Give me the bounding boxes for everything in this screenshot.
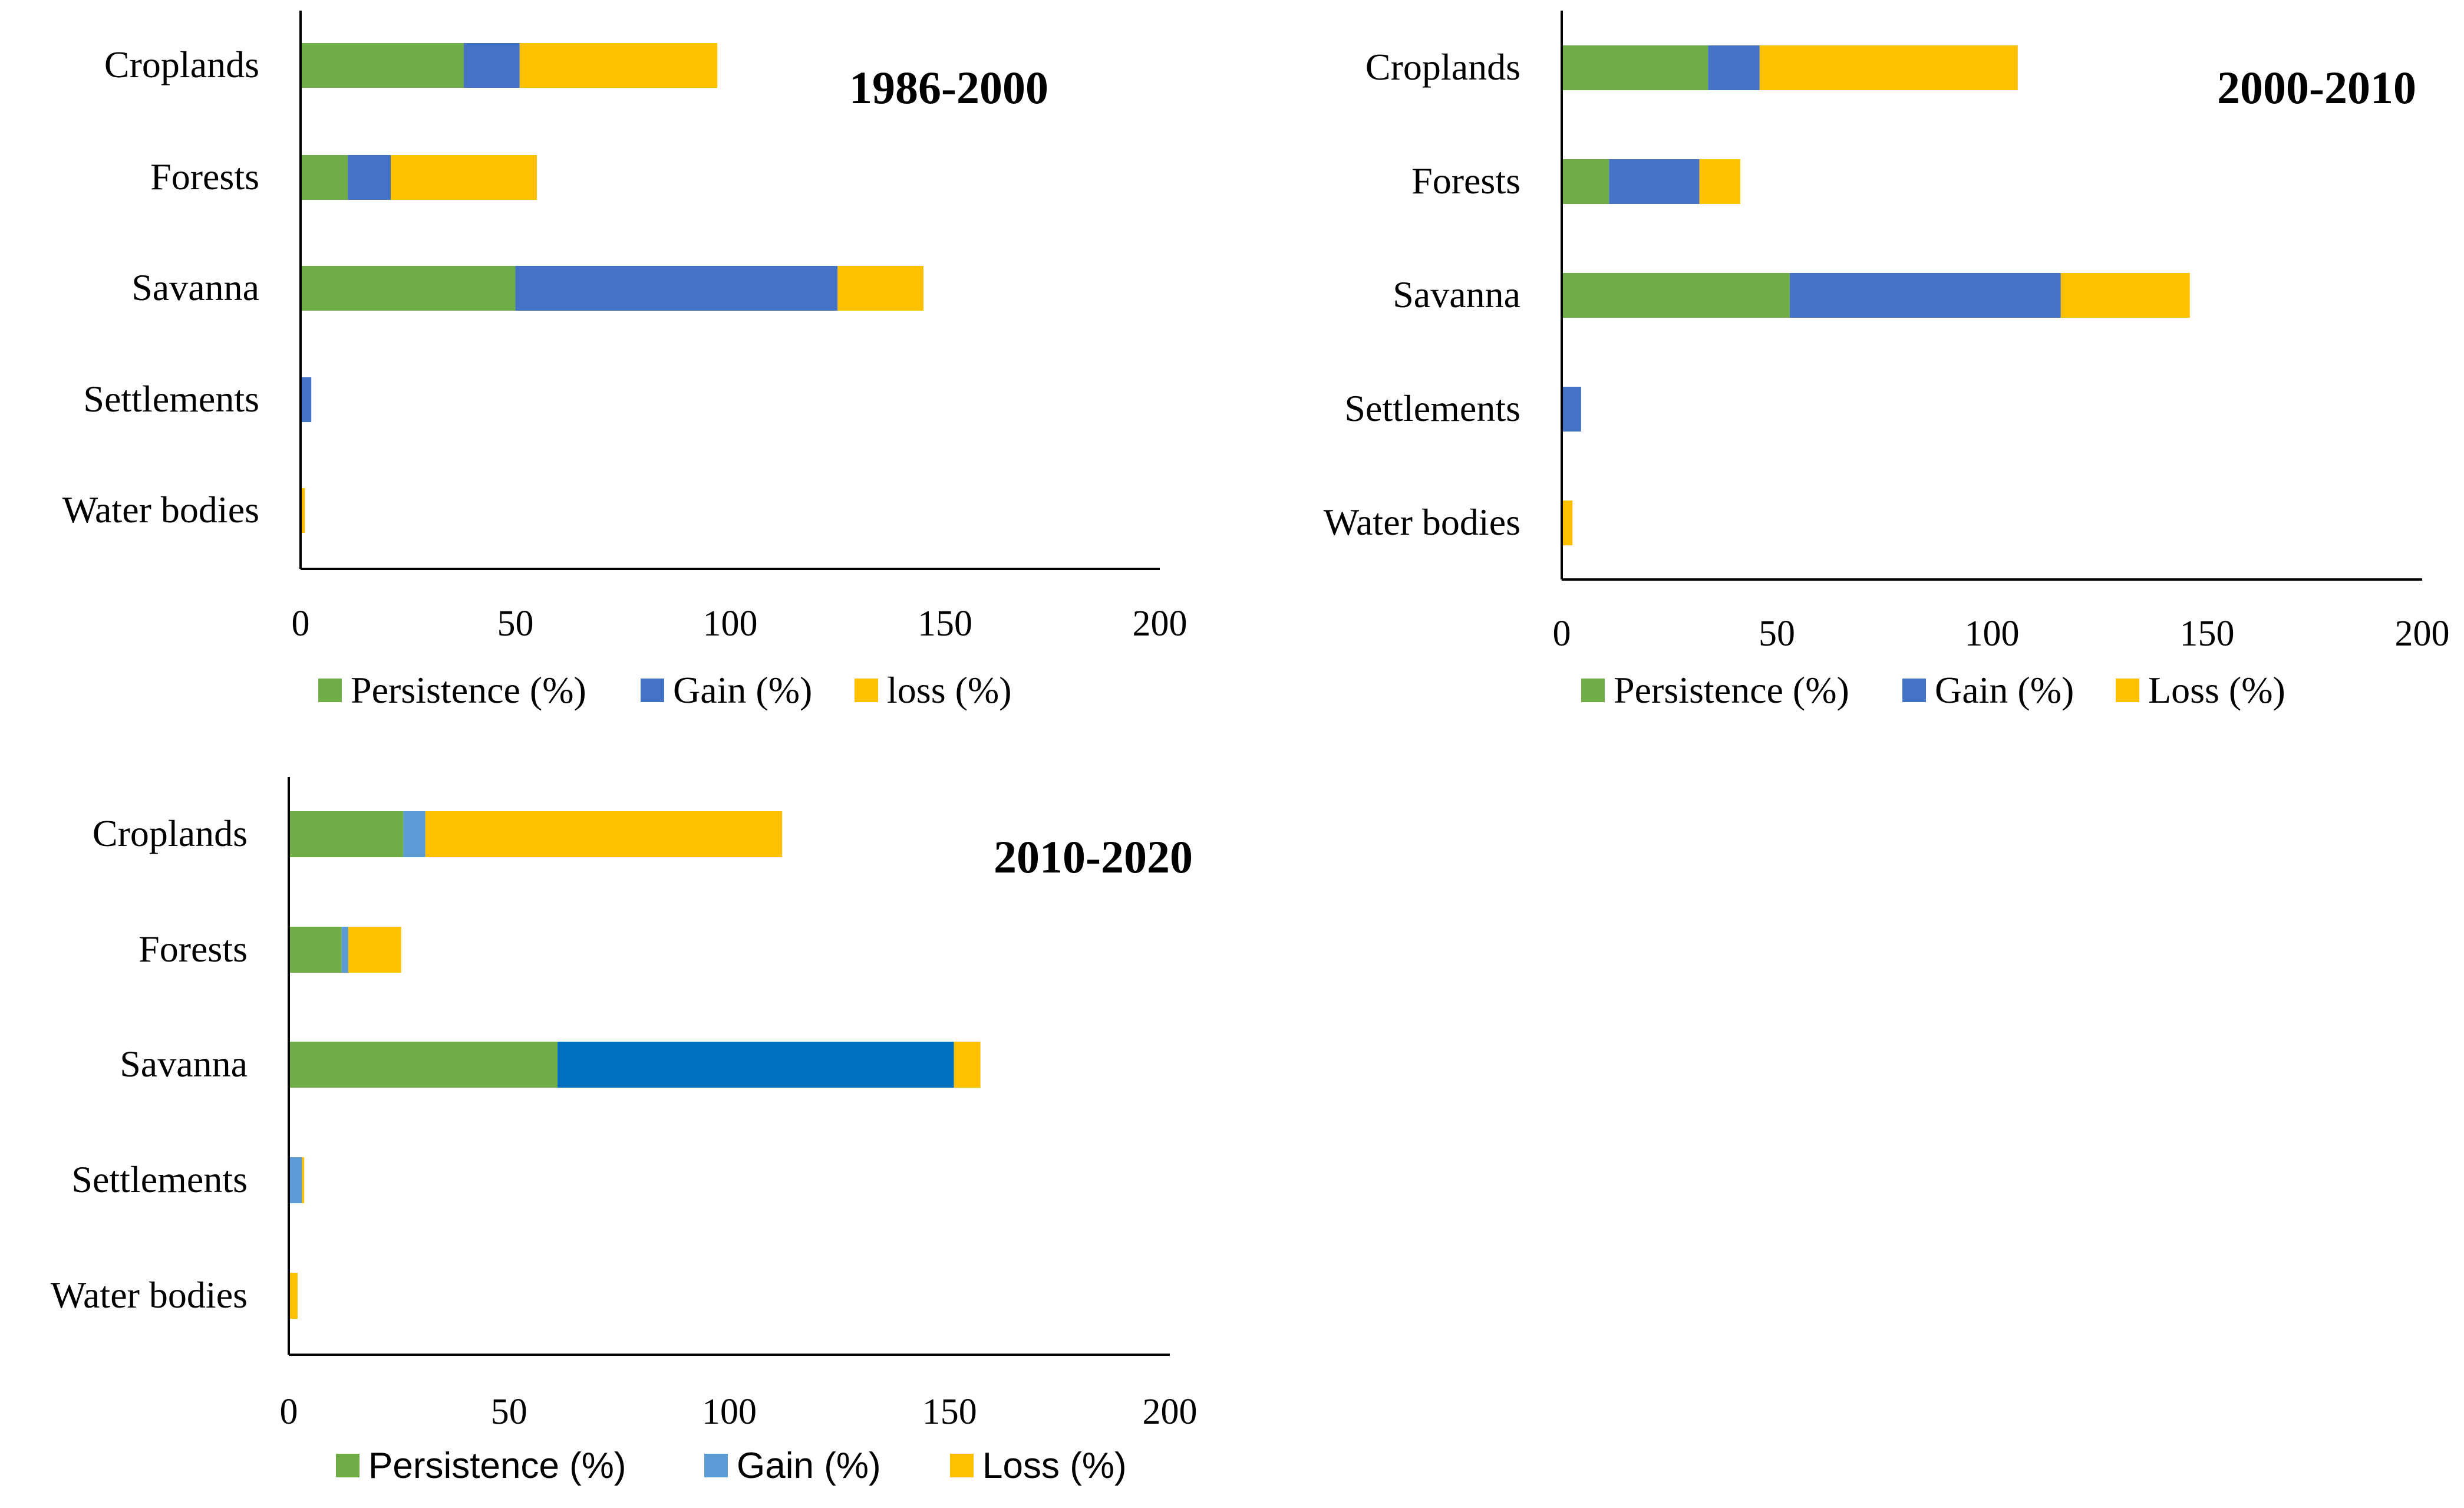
bar-water-bodies-loss <box>289 1273 298 1319</box>
bar-savanna-loss <box>837 266 924 311</box>
category-label-settlements: Settlements <box>83 378 259 420</box>
x-tick-label: 50 <box>1759 614 1795 654</box>
legend-label-gain: Gain (%) <box>1935 669 2074 711</box>
category-label-forests: Forests <box>138 928 248 970</box>
category-label-water-bodies: Water bodies <box>51 1274 248 1316</box>
bar-settlements-gain <box>1562 387 1581 432</box>
bar-savanna-gain <box>557 1042 954 1088</box>
x-tick-label: 0 <box>292 604 310 644</box>
bar-forests-gain <box>348 155 391 200</box>
bar-savanna-gain <box>1789 273 2061 318</box>
legend-label-gain: Gain (%) <box>673 669 812 711</box>
x-tick-label: 200 <box>2395 614 2450 654</box>
legend-swatch-loss <box>855 679 878 702</box>
x-tick-label: 200 <box>1133 604 1188 644</box>
chart-1986-2000: Croplands Forests Savanna Settlements Water … <box>62 11 1188 711</box>
chart-title: 1986-2000 <box>849 62 1048 113</box>
category-label-settlements: Settlements <box>1344 387 1520 429</box>
bar-savanna-persistence <box>289 1042 558 1088</box>
x-tick-label: 0 <box>280 1392 298 1432</box>
category-label-water-bodies: Water bodies <box>62 489 259 531</box>
category-label-forests: Forests <box>1411 160 1520 202</box>
legend-swatch-gain <box>704 1454 728 1477</box>
legend: Persistence (%) Gain (%) loss (%) <box>318 669 1012 711</box>
x-tick-label: 150 <box>918 604 972 644</box>
bar-savanna-gain <box>515 266 838 311</box>
legend-swatch-loss <box>2116 679 2139 702</box>
legend-label-loss: Loss (%) <box>2148 669 2285 711</box>
x-tick-label: 150 <box>2180 614 2235 654</box>
x-tick-label: 100 <box>702 1392 757 1432</box>
chart-title: 2010-2020 <box>994 831 1193 883</box>
x-tick-label: 100 <box>703 604 758 644</box>
legend-swatch-loss <box>950 1454 974 1477</box>
category-label-savanna: Savanna <box>120 1043 248 1085</box>
bar-forests-persistence <box>289 927 342 973</box>
chart-title: 2000-2010 <box>2217 62 2416 113</box>
bar-forests-loss <box>1699 159 1740 204</box>
legend-label-persistence: Persistence (%) <box>1614 669 1849 711</box>
category-label-croplands: Croplands <box>93 812 248 854</box>
bar-forests-loss <box>348 927 401 973</box>
bar-croplands-gain <box>403 811 425 857</box>
x-tick-label: 100 <box>1965 614 2020 654</box>
category-label-settlements: Settlements <box>71 1158 248 1200</box>
category-label-savanna: Savanna <box>131 266 259 308</box>
legend-swatch-gain <box>1902 679 1926 702</box>
legend-label-gain: Gain (%) <box>737 1446 881 1486</box>
x-tick-label: 200 <box>1143 1392 1198 1432</box>
bar-water-bodies-loss <box>301 488 305 533</box>
legend-swatch-gain <box>641 679 664 702</box>
bar-savanna-persistence <box>301 266 516 311</box>
chart-2010-2020: Croplands Forests Savanna Settlements Water … <box>51 777 1198 1486</box>
bar-croplands-persistence <box>1562 45 1708 90</box>
bar-settlements-gain <box>289 1157 302 1203</box>
x-tick-label: 50 <box>491 1392 527 1432</box>
legend-label-loss: loss (%) <box>887 669 1012 711</box>
bar-croplands-loss <box>425 811 783 857</box>
bar-croplands-gain <box>1708 45 1760 90</box>
legend-label-persistence: Persistence (%) <box>368 1446 626 1486</box>
bar-savanna-loss <box>2060 273 2190 318</box>
chart-2000-2010: Croplands Forests Savanna Settlements Water … <box>1324 11 2450 711</box>
bar-forests-persistence <box>1562 159 1609 204</box>
bar-croplands-persistence <box>301 43 464 88</box>
legend-label-persistence: Persistence (%) <box>351 669 586 711</box>
bar-forests-loss <box>391 155 537 200</box>
category-label-forests: Forests <box>150 156 259 197</box>
legend: Persistence (%) Gain (%) Loss (%) <box>336 1446 1127 1486</box>
category-label-croplands: Croplands <box>104 44 259 85</box>
category-label-savanna: Savanna <box>1393 274 1520 315</box>
legend-swatch-persistence <box>336 1454 359 1477</box>
legend-swatch-persistence <box>318 679 342 702</box>
bar-forests-persistence <box>301 155 348 200</box>
legend-label-loss: Loss (%) <box>982 1446 1127 1486</box>
category-label-water-bodies: Water bodies <box>1324 501 1520 543</box>
bar-water-bodies-loss <box>1562 501 1573 545</box>
bar-croplands-persistence <box>289 811 404 857</box>
bar-settlements-loss <box>302 1157 305 1203</box>
bar-settlements-gain <box>301 377 312 422</box>
bar-croplands-loss <box>519 43 718 88</box>
x-tick-label: 150 <box>922 1392 977 1432</box>
legend: Persistence (%) Gain (%) Loss (%) <box>1581 669 2285 711</box>
category-label-croplands: Croplands <box>1365 46 1520 88</box>
bar-forests-gain <box>341 927 348 973</box>
bar-savanna-loss <box>954 1042 981 1088</box>
bar-forests-gain <box>1609 159 1700 204</box>
legend-swatch-persistence <box>1581 679 1605 702</box>
bar-savanna-persistence <box>1562 273 1790 318</box>
bar-croplands-gain <box>464 43 520 88</box>
bar-croplands-loss <box>1759 45 2018 90</box>
x-tick-label: 0 <box>1553 614 1571 654</box>
x-tick-label: 50 <box>497 604 534 644</box>
